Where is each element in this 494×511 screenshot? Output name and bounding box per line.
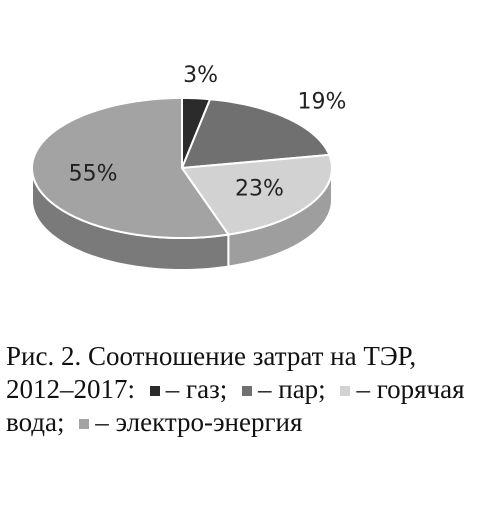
legend-swatch [79, 419, 90, 429]
data-label: 19% [298, 90, 347, 115]
legend-swatch [242, 386, 252, 396]
legend-label: – электро-энергия [95, 407, 303, 437]
pie-slice [180, 98, 331, 170]
legend-label: – газ; [165, 374, 228, 404]
legend-label: – пар; [258, 374, 326, 404]
legend-swatch [340, 386, 351, 396]
pie-slice [30, 96, 231, 240]
pie-slice [180, 153, 333, 236]
data-label: 55% [69, 162, 118, 187]
data-label: 3% [183, 63, 218, 88]
legend-swatch [149, 386, 160, 396]
chart: 3% 19% 23% 55% [30, 63, 347, 272]
caption: Рис. 2. Соотношение затрат на ТЭР, 2012–… [6, 340, 476, 439]
data-label: 23% [235, 176, 284, 201]
legend-label: – горячая вода; [6, 374, 465, 437]
chart-title: Рис. 2. Соотношение затрат на ТЭР, 2012–… [6, 341, 417, 404]
